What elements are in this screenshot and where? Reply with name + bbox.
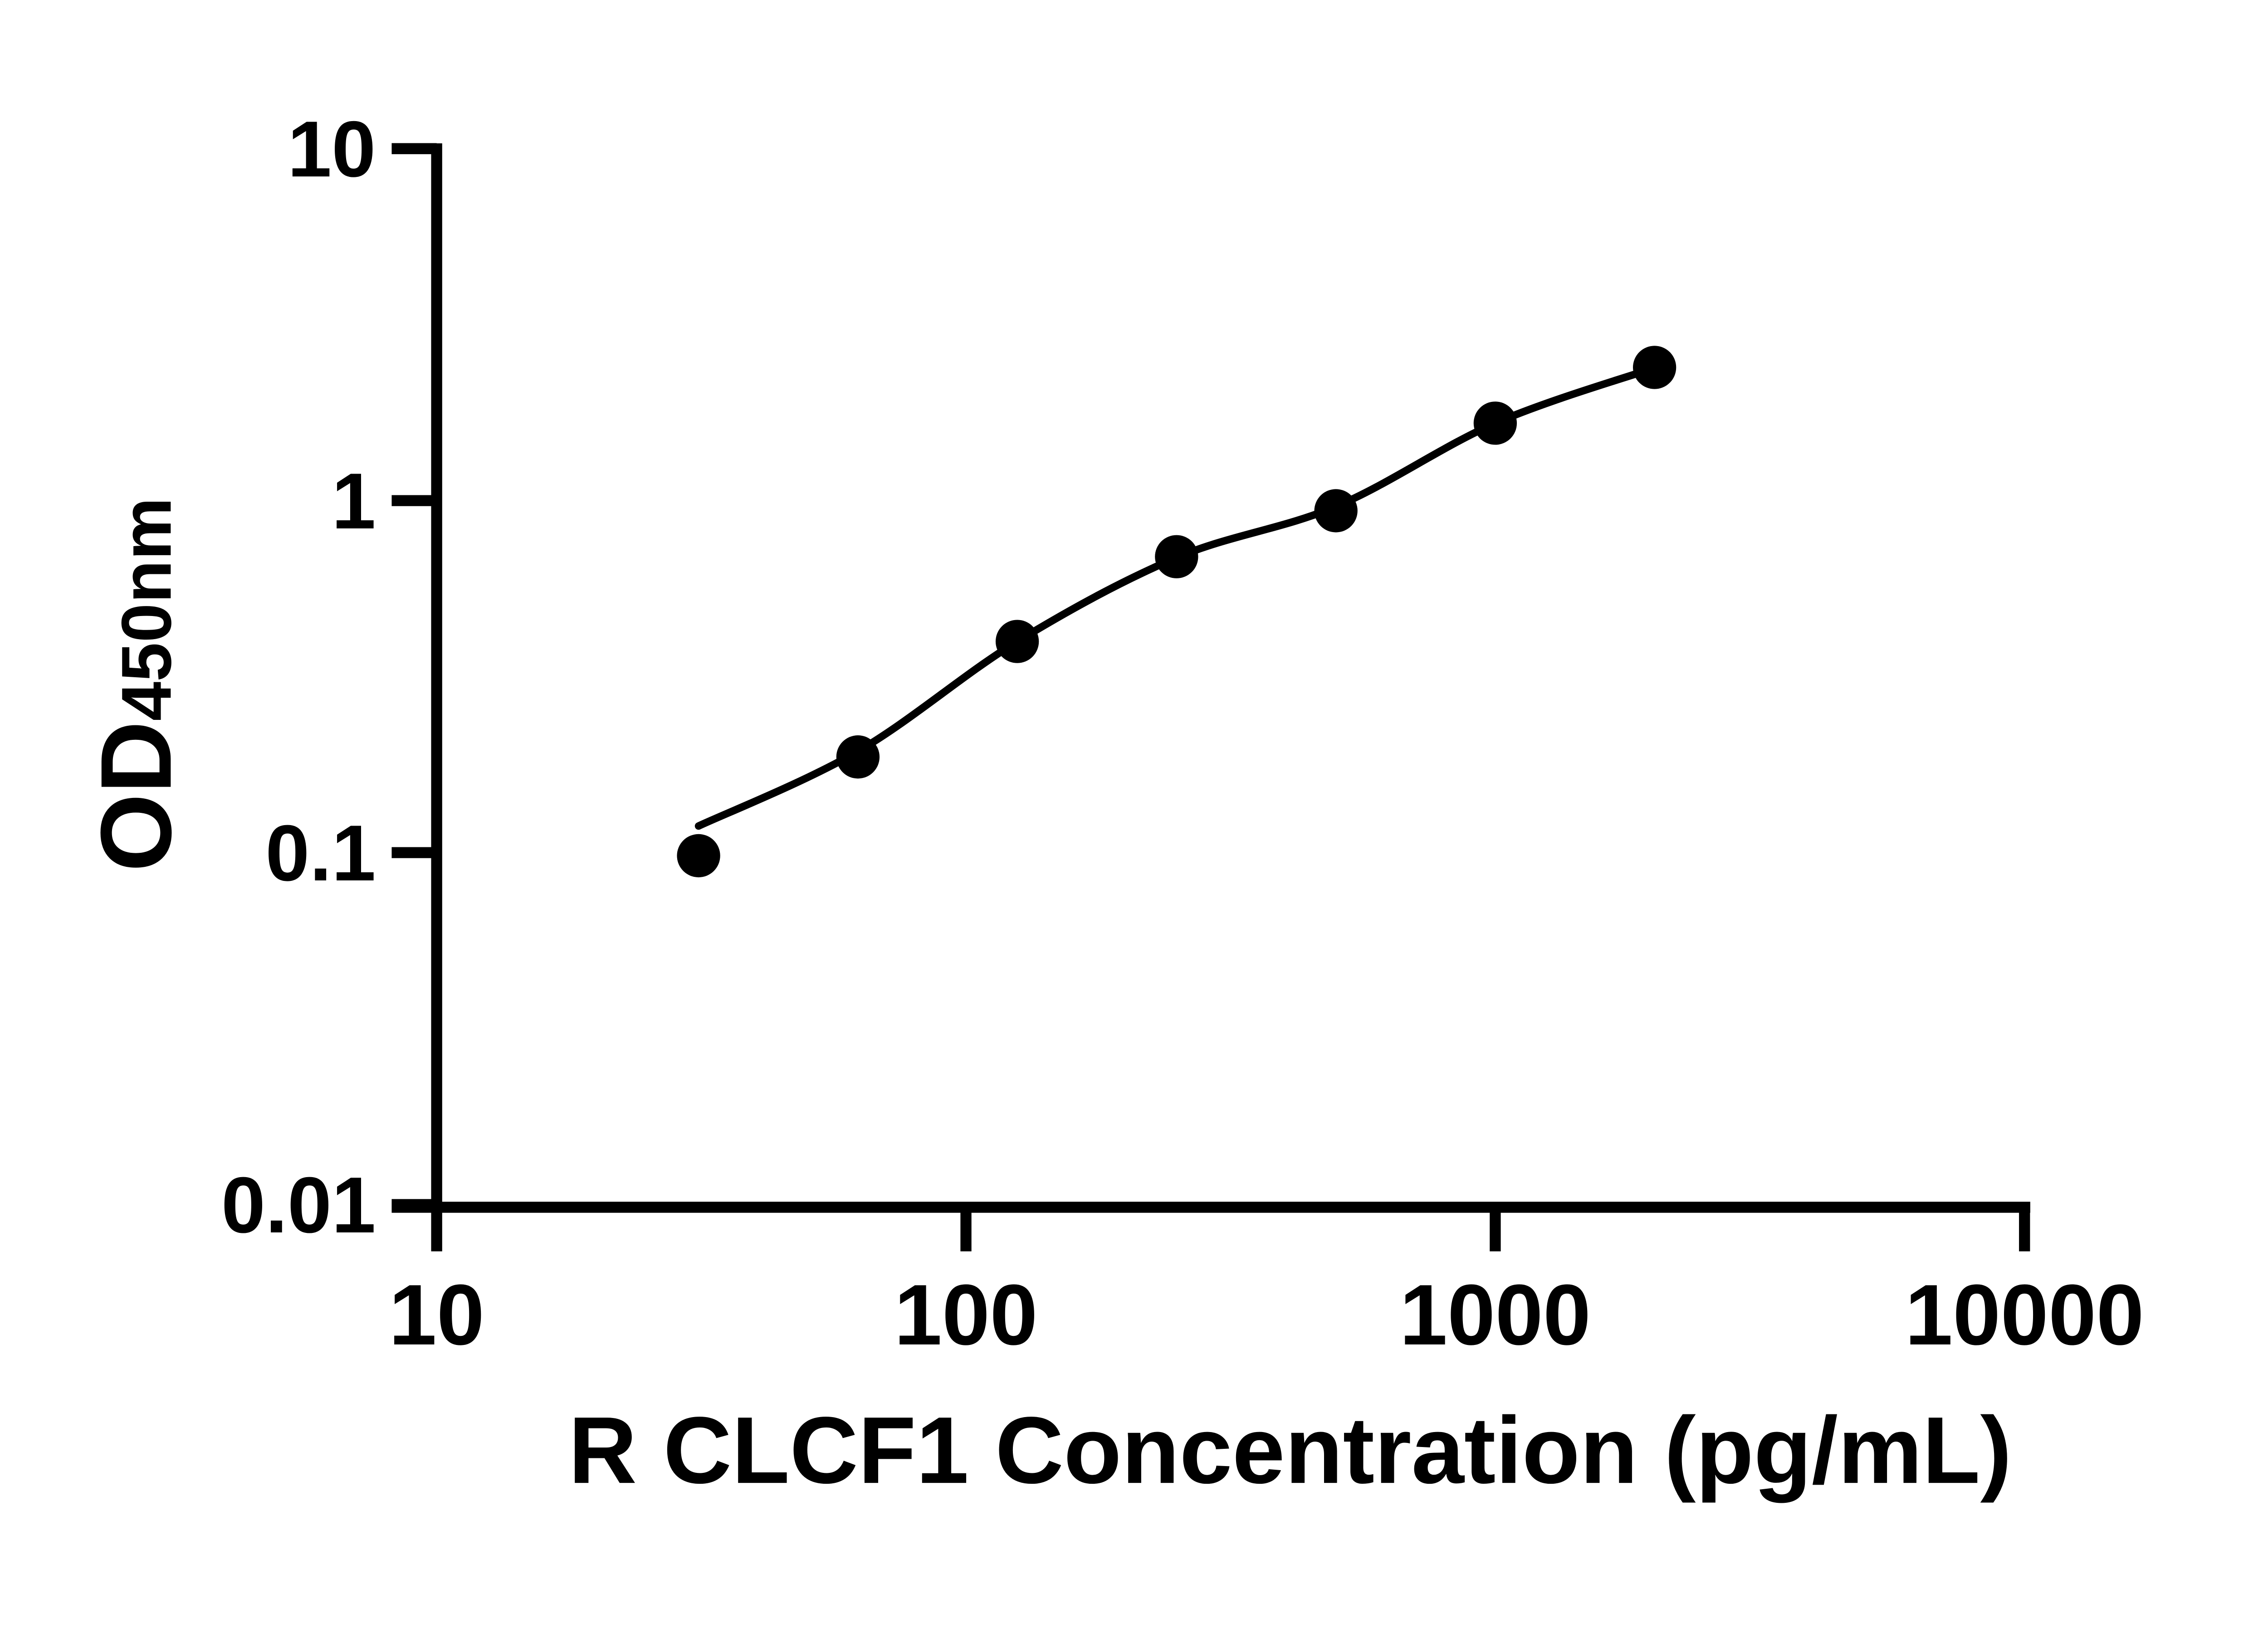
y-axis-title: OD450nm — [79, 497, 192, 871]
y-tick-label: 1 — [332, 457, 376, 546]
y-axis-title-sub: 450nm — [107, 497, 186, 721]
data-point — [1633, 346, 1677, 389]
data-point — [1314, 489, 1358, 533]
data-point — [1473, 401, 1517, 445]
x-axis-title: R CLCF1 Concentration (pg/mL) — [568, 1398, 2012, 1503]
x-tick-label: 100 — [894, 1267, 1037, 1363]
x-tick-label: 1000 — [1399, 1267, 1591, 1363]
chart-background — [0, 0, 2268, 1588]
y-tick-label: 0.1 — [265, 809, 376, 898]
data-points-layer — [677, 346, 1677, 878]
x-tick-label: 10 — [389, 1267, 484, 1363]
data-point — [995, 620, 1039, 663]
data-point — [1155, 535, 1198, 578]
data-point — [677, 834, 720, 878]
axes — [391, 143, 2030, 1213]
y-tick-label: 0.01 — [221, 1161, 376, 1250]
data-point — [836, 735, 880, 779]
axis-ticks — [391, 143, 2030, 1252]
x-tick-label: 10000 — [1905, 1267, 2144, 1363]
y-tick-label: 10 — [288, 105, 376, 194]
y-axis-title-main: OD — [79, 721, 192, 872]
